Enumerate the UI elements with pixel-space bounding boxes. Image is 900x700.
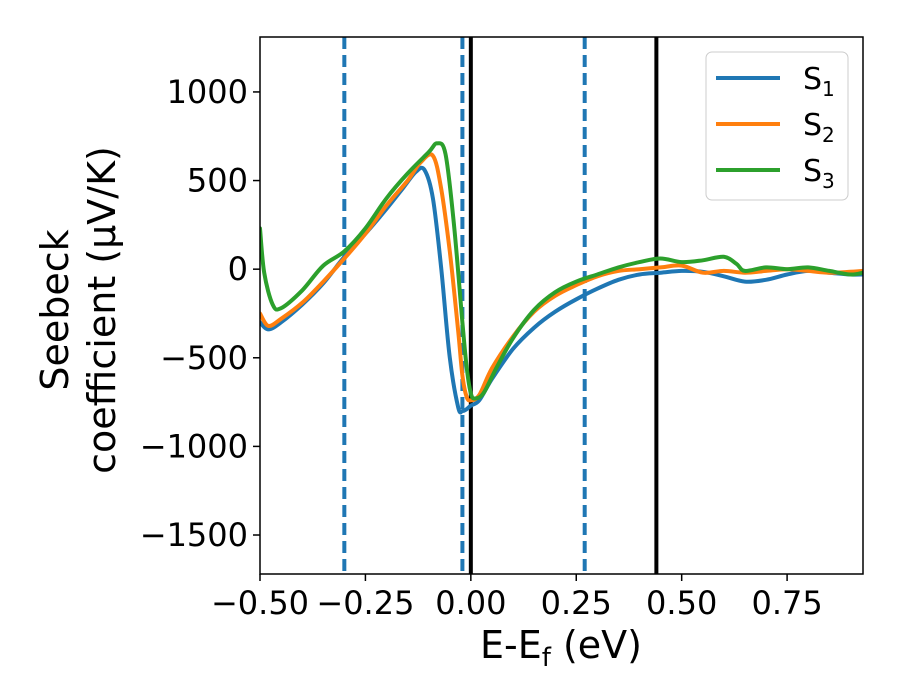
y-tick-label: 0 <box>228 250 248 288</box>
legend-label-s2: S2 <box>803 108 835 147</box>
legend-label-s1: S1 <box>803 62 835 101</box>
legend-entry-s2: S2 <box>716 108 835 147</box>
y-tick-label: −500 <box>160 339 248 377</box>
series-line-s3 <box>260 141 863 401</box>
plot-frame <box>259 36 864 575</box>
legend: S1 S2 S3 <box>705 51 849 201</box>
x-tick-label: −0.25 <box>316 584 414 622</box>
y-axis: −1500 −1000 −500 0 500 1000 <box>140 73 260 554</box>
x-tick-label: 0.50 <box>646 584 717 622</box>
y-tick-label: 500 <box>187 162 248 200</box>
y-axis-label: Seebeck coefficient (μV/K) <box>33 146 124 474</box>
x-tick-label: 0.00 <box>435 584 506 622</box>
legend-label-s3: S3 <box>803 154 835 193</box>
y-tick-label: −1500 <box>140 516 248 554</box>
reference-lines <box>342 37 659 574</box>
x-axis-label: E-Ef (eV) <box>480 623 642 673</box>
y-tick-label: 1000 <box>167 73 248 111</box>
y-tick-label: −1000 <box>140 427 248 465</box>
series-lines <box>260 141 863 415</box>
x-tick-label: 0.25 <box>541 584 612 622</box>
x-tick-label: 0.75 <box>751 584 822 622</box>
legend-entry-s3: S3 <box>716 154 835 193</box>
legend-entry-s1: S1 <box>716 62 835 101</box>
y-axis-label-line1: Seebeck <box>33 229 77 390</box>
x-tick-label: −0.50 <box>211 584 309 622</box>
x-axis: −0.50 −0.25 0.00 0.25 0.50 0.75 <box>211 574 823 622</box>
y-axis-label-line2: coefficient (μV/K) <box>80 146 124 474</box>
